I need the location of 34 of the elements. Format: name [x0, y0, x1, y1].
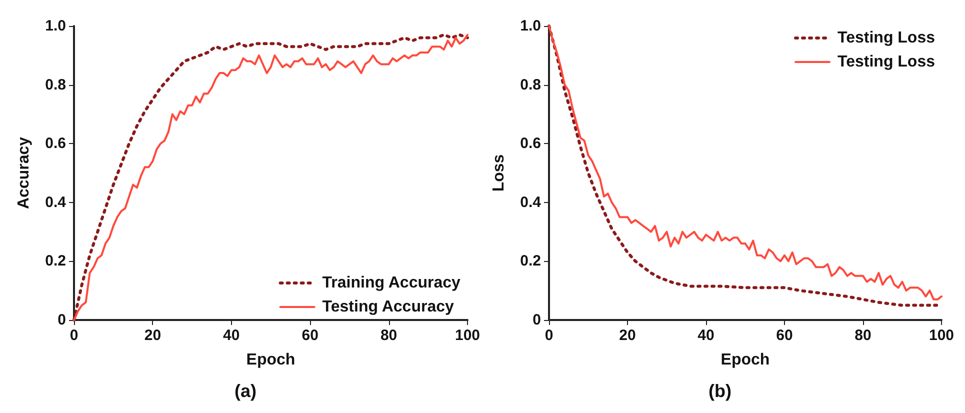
y-tick-label: 0 — [532, 312, 541, 328]
y-tick-label: 0 — [58, 312, 66, 328]
text: (b) — [708, 381, 732, 401]
x-axis-title: Epoch — [246, 352, 296, 368]
legend-label: Testing Loss — [838, 30, 936, 46]
y-tick-label: 0.8 — [520, 76, 541, 94]
x-tick-label: 80 — [854, 327, 872, 344]
x-axis-title: Epoch — [720, 352, 770, 368]
text: (a) — [234, 381, 257, 401]
y-tick-label: 1.0 — [520, 18, 541, 34]
y-axis-title: Accuracy — [16, 136, 32, 210]
y-tick-label: 0.2 — [45, 252, 66, 270]
legend-label: Training Accuracy — [322, 274, 461, 292]
legend-label: Testing Loss — [838, 54, 936, 70]
y-tick-label: 0.2 — [520, 252, 541, 270]
x-tick-label: 20 — [144, 327, 162, 344]
y-tick-label: 0.8 — [45, 76, 66, 94]
y-tick-label: 0.4 — [520, 194, 542, 211]
x-tick-label: 60 — [776, 327, 793, 344]
y-tick-label: 0.6 — [45, 135, 66, 152]
x-tick-label: 60 — [302, 327, 318, 344]
y-tick-label: 0.4 — [45, 194, 67, 211]
x-tick-label: 0 — [544, 327, 554, 344]
y-axis-title: Loss — [490, 154, 508, 192]
x-tick-label: 0 — [70, 327, 78, 344]
legend-label: Testing Accuracy — [322, 298, 454, 316]
x-tick-label: 40 — [698, 327, 714, 344]
x-tick-label: 100 — [928, 327, 954, 344]
y-tick-label: 1.0 — [45, 18, 66, 34]
x-tick-label: 20 — [619, 327, 636, 344]
x-tick-label: 80 — [380, 327, 398, 344]
x-tick-label: 100 — [454, 327, 480, 344]
x-tick-label: 40 — [223, 327, 240, 344]
y-tick-label: 0.6 — [520, 135, 541, 152]
